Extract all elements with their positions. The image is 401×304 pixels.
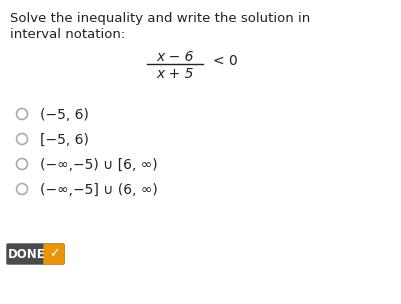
- Text: [−5, 6): [−5, 6): [40, 133, 89, 147]
- Text: (−∞,−5] ∪ (6, ∞): (−∞,−5] ∪ (6, ∞): [40, 183, 158, 197]
- Text: interval notation:: interval notation:: [10, 28, 125, 41]
- Text: ✓: ✓: [49, 247, 59, 261]
- Text: x − 6: x − 6: [156, 50, 194, 64]
- Text: < 0: < 0: [213, 54, 238, 68]
- Text: Solve the inequality and write the solution in: Solve the inequality and write the solut…: [10, 12, 310, 25]
- Text: DONE: DONE: [8, 247, 45, 261]
- Text: x + 5: x + 5: [156, 67, 194, 81]
- Text: (−5, 6): (−5, 6): [40, 108, 89, 122]
- FancyBboxPatch shape: [44, 244, 64, 264]
- FancyBboxPatch shape: [7, 244, 64, 264]
- Text: (−∞,−5) ∪ [6, ∞): (−∞,−5) ∪ [6, ∞): [40, 158, 158, 172]
